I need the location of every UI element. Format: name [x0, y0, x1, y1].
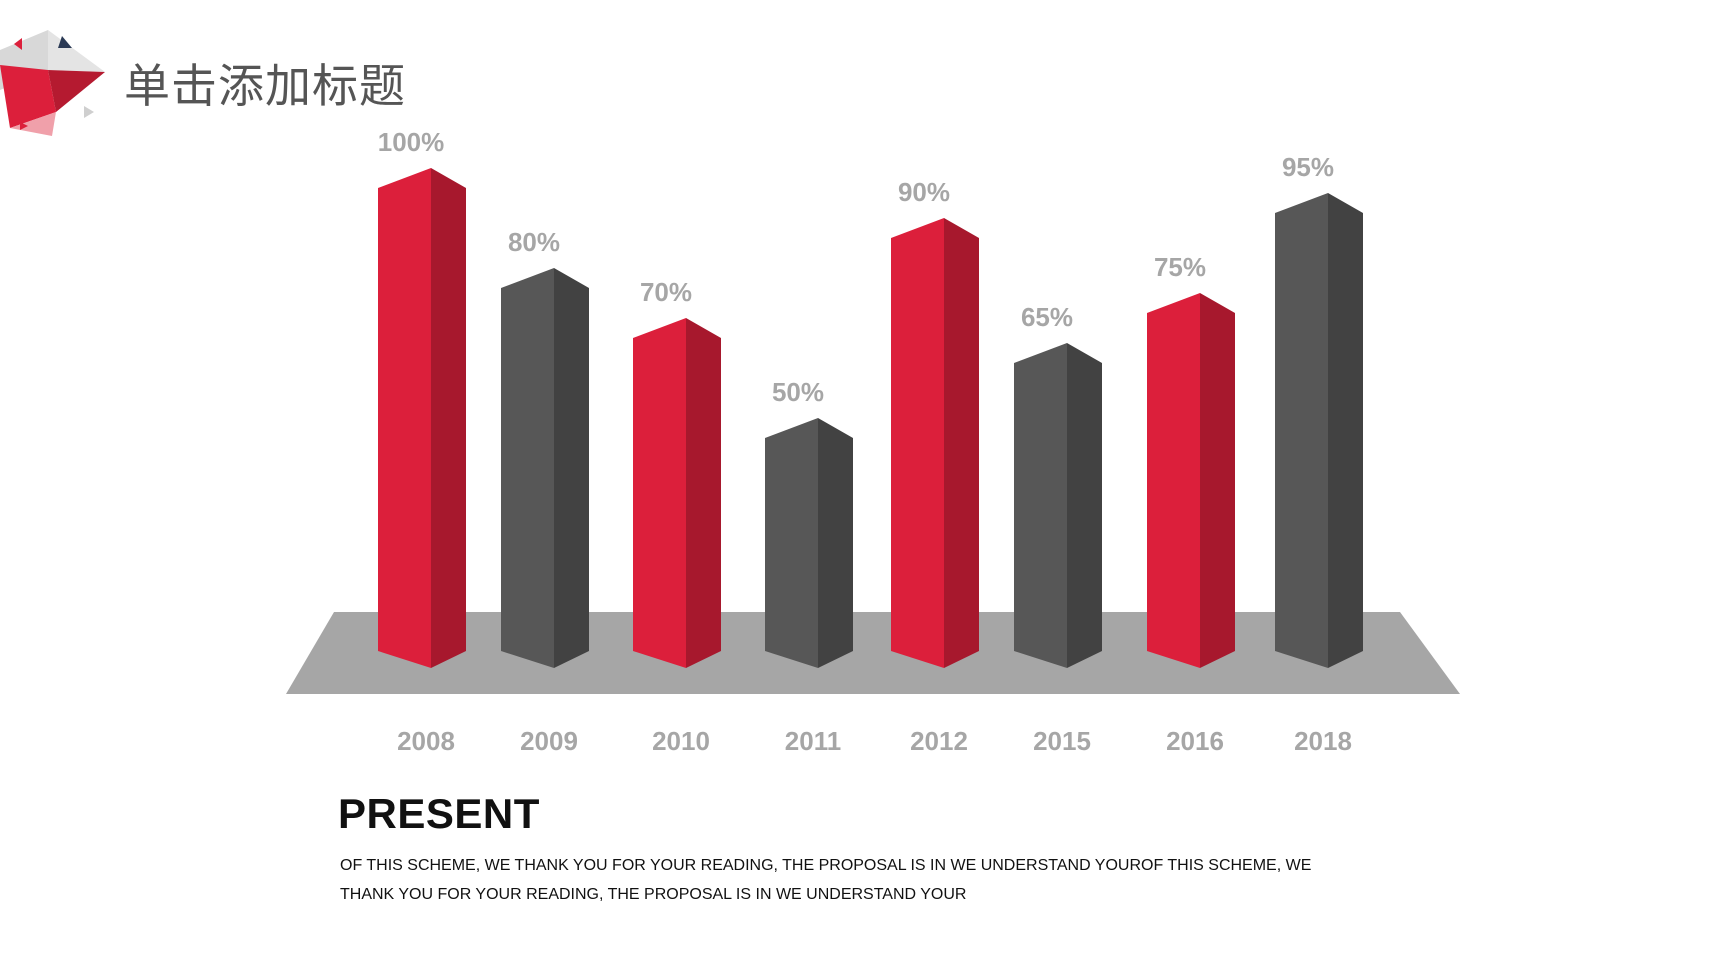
bar-front-face: [765, 418, 818, 668]
category-label: 2015: [1033, 726, 1091, 756]
category-label: 2016: [1166, 726, 1224, 756]
bar-side-face: [818, 418, 853, 668]
bar-2010: [633, 318, 721, 668]
bar-front-face: [378, 168, 431, 668]
bar-front-face: [1147, 293, 1200, 668]
bar-2009: [501, 268, 589, 668]
bar-front-face: [633, 318, 686, 668]
value-label: 80%: [508, 227, 560, 257]
bar-front-face: [1275, 193, 1328, 668]
section-heading: PRESENT: [338, 790, 540, 837]
value-label: 95%: [1282, 152, 1334, 182]
bar-side-face: [1200, 293, 1235, 668]
bar-2008: [378, 168, 466, 668]
bar-front-face: [891, 218, 944, 668]
bar-front-face: [501, 268, 554, 668]
page-title: 单击添加标题: [124, 59, 406, 113]
value-label: 75%: [1154, 252, 1206, 282]
value-label: 65%: [1021, 302, 1073, 332]
value-label: 70%: [640, 277, 692, 307]
bar-2011: [765, 418, 853, 668]
value-label: 90%: [898, 177, 950, 207]
bar-side-face: [554, 268, 589, 668]
bar-side-face: [686, 318, 721, 668]
bar-side-face: [431, 168, 466, 668]
category-label: 2009: [520, 726, 578, 756]
bar-2012: [891, 218, 979, 668]
category-label: 2008: [397, 726, 455, 756]
logo-icon: [0, 30, 110, 140]
value-label: 50%: [772, 377, 824, 407]
value-labels-layer: 100% 80% 70% 50% 90% 65% 75% 95%: [378, 127, 1334, 407]
category-label: 2011: [785, 726, 841, 756]
bar-side-face: [1067, 343, 1102, 668]
category-labels-layer: 2008 2009 2010 2011 2012 2015 2016 2018: [397, 726, 1352, 756]
value-label: 100%: [378, 127, 445, 157]
category-label: 2018: [1294, 726, 1352, 756]
bar-side-face: [944, 218, 979, 668]
bar-2016: [1147, 293, 1235, 668]
category-label: 2012: [910, 726, 968, 756]
bar-2015: [1014, 343, 1102, 668]
bars-layer: [378, 168, 1363, 668]
bar-side-face: [1328, 193, 1363, 668]
bar-2018: [1275, 193, 1363, 668]
bar-front-face: [1014, 343, 1067, 668]
category-label: 2010: [652, 726, 710, 756]
section-body-text: OF THIS SCHEME, WE THANK YOU FOR YOUR RE…: [340, 857, 1312, 903]
